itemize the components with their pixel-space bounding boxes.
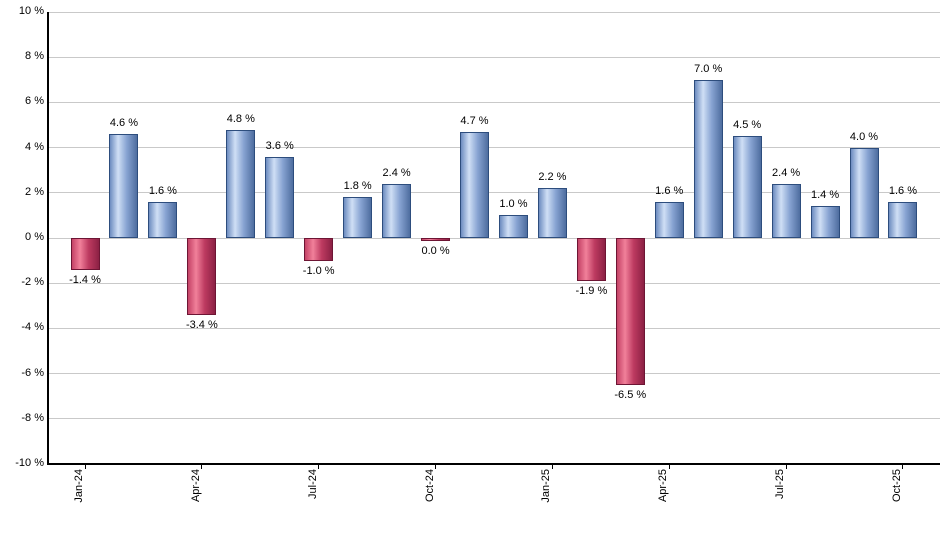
x-axis-tick (318, 464, 320, 469)
bar-Sep-25 (849, 147, 879, 238)
gridline (48, 282, 940, 284)
bar-value-label: 4.5 % (733, 119, 762, 132)
bar-value-label: 7.0 % (694, 62, 723, 75)
gridline (48, 101, 940, 103)
x-axis-tick-label: Oct-24 (424, 469, 438, 519)
gridline (48, 192, 940, 194)
bar-value-label: 1.6 % (148, 184, 177, 197)
x-axis-tick (785, 464, 787, 469)
y-axis-line (47, 12, 49, 464)
bar-value-label: 1.6 % (655, 184, 684, 197)
gridline (48, 11, 940, 13)
x-axis-line (47, 463, 940, 465)
x-axis-tick-label: Jul-25 (774, 469, 788, 519)
bar-Jul-24 (304, 238, 334, 261)
x-axis-tick-label-text: Jan-25 (540, 469, 553, 503)
bar-value-label: 1.8 % (343, 180, 372, 193)
bar-Apr-25 (654, 201, 684, 238)
bar-Feb-24 (109, 134, 139, 238)
y-axis-tick-label: 2 % (25, 185, 44, 198)
x-axis-tick (668, 464, 670, 469)
gridline (48, 56, 940, 58)
bar-value-label: 2.2 % (538, 171, 567, 184)
x-axis-tick-label-text: Apr-25 (657, 469, 670, 503)
bar-value-label: 2.4 % (382, 166, 411, 179)
bar-Oct-24 (421, 238, 451, 241)
gridline (48, 147, 940, 149)
gridline (48, 418, 940, 420)
bar-value-label: -1.9 % (575, 284, 608, 297)
x-axis-tick-label-text: Apr-24 (189, 469, 202, 503)
bar-value-label: -6.5 % (614, 388, 647, 401)
bar-Aug-24 (343, 197, 373, 238)
y-axis-tick-label: 4 % (25, 140, 44, 153)
x-axis-tick (902, 464, 904, 469)
x-axis-tick-label: Jan-25 (540, 469, 554, 519)
bar-value-label: 3.6 % (265, 139, 294, 152)
bar-Jan-24 (70, 238, 100, 270)
bar-Aug-25 (810, 206, 840, 238)
x-axis-tick (551, 464, 553, 469)
bar-value-label: 4.6 % (109, 117, 138, 130)
bar-Nov-24 (460, 131, 489, 238)
y-axis-tick-label: -8 % (21, 411, 44, 424)
y-axis-tick-label: -6 % (21, 366, 44, 379)
bar-May-25 (693, 79, 723, 238)
bar-Jan-25 (537, 188, 567, 238)
bar-Mar-24 (148, 201, 178, 238)
y-axis-tick-label: -4 % (21, 321, 44, 334)
x-axis-tick-label-text: Oct-25 (890, 469, 903, 503)
bar-Oct-25 (888, 201, 918, 238)
gridline (48, 327, 940, 329)
x-axis-tick-label: Jul-24 (307, 469, 321, 519)
bar-value-label: 1.6 % (888, 184, 917, 197)
x-axis-tick-label: Apr-24 (190, 469, 204, 519)
y-axis-tick-label: 8 % (25, 50, 44, 63)
bar-value-label: 4.8 % (226, 112, 255, 125)
bar-May-24 (226, 129, 256, 238)
y-axis-tick-label: -10 % (15, 457, 44, 469)
gridline (48, 373, 940, 375)
bar-value-label: 2.4 % (772, 166, 801, 179)
y-axis-tick-label: 0 % (25, 231, 44, 243)
bar-value-label: 0.0 % (421, 244, 450, 257)
bar-Sep-24 (382, 183, 412, 238)
bar-Jun-25 (732, 136, 762, 238)
x-axis-tick (435, 464, 437, 469)
x-axis-tick (201, 464, 203, 469)
x-axis-tick-label-text: Oct-24 (423, 469, 436, 503)
bar-value-label: 1.4 % (810, 189, 840, 202)
bar-Feb-25 (576, 238, 606, 281)
y-axis-tick-label: 10 % (18, 5, 44, 17)
bar-Mar-25 (615, 238, 645, 385)
x-axis-tick-label-text: Jul-25 (774, 469, 787, 499)
bar-value-label: 4.7 % (460, 114, 489, 127)
bar-value-label: -3.4 % (185, 318, 218, 331)
x-axis-tick-label-text: Jan-24 (73, 469, 85, 503)
bar-value-label: -1.4 % (69, 273, 101, 286)
bar-Dec-24 (498, 215, 528, 238)
y-axis-tick-label: 6 % (25, 95, 44, 108)
y-axis-tick-label: -2 % (21, 276, 44, 289)
bar-Jul-25 (771, 183, 801, 238)
bar-value-label: -1.0 % (302, 264, 335, 277)
x-axis-tick-label: Oct-25 (891, 469, 905, 519)
x-axis-tick (84, 464, 86, 469)
x-axis-tick-label: Apr-25 (657, 469, 671, 519)
gridline (48, 237, 940, 239)
bar-Jun-24 (265, 156, 295, 238)
bar-Apr-24 (187, 238, 217, 315)
x-axis-tick-label-text: Jul-24 (306, 469, 319, 499)
bar-value-label: 4.0 % (849, 130, 879, 143)
bar-value-label: 1.0 % (499, 198, 528, 211)
x-axis-tick-label: Jan-24 (73, 469, 87, 519)
